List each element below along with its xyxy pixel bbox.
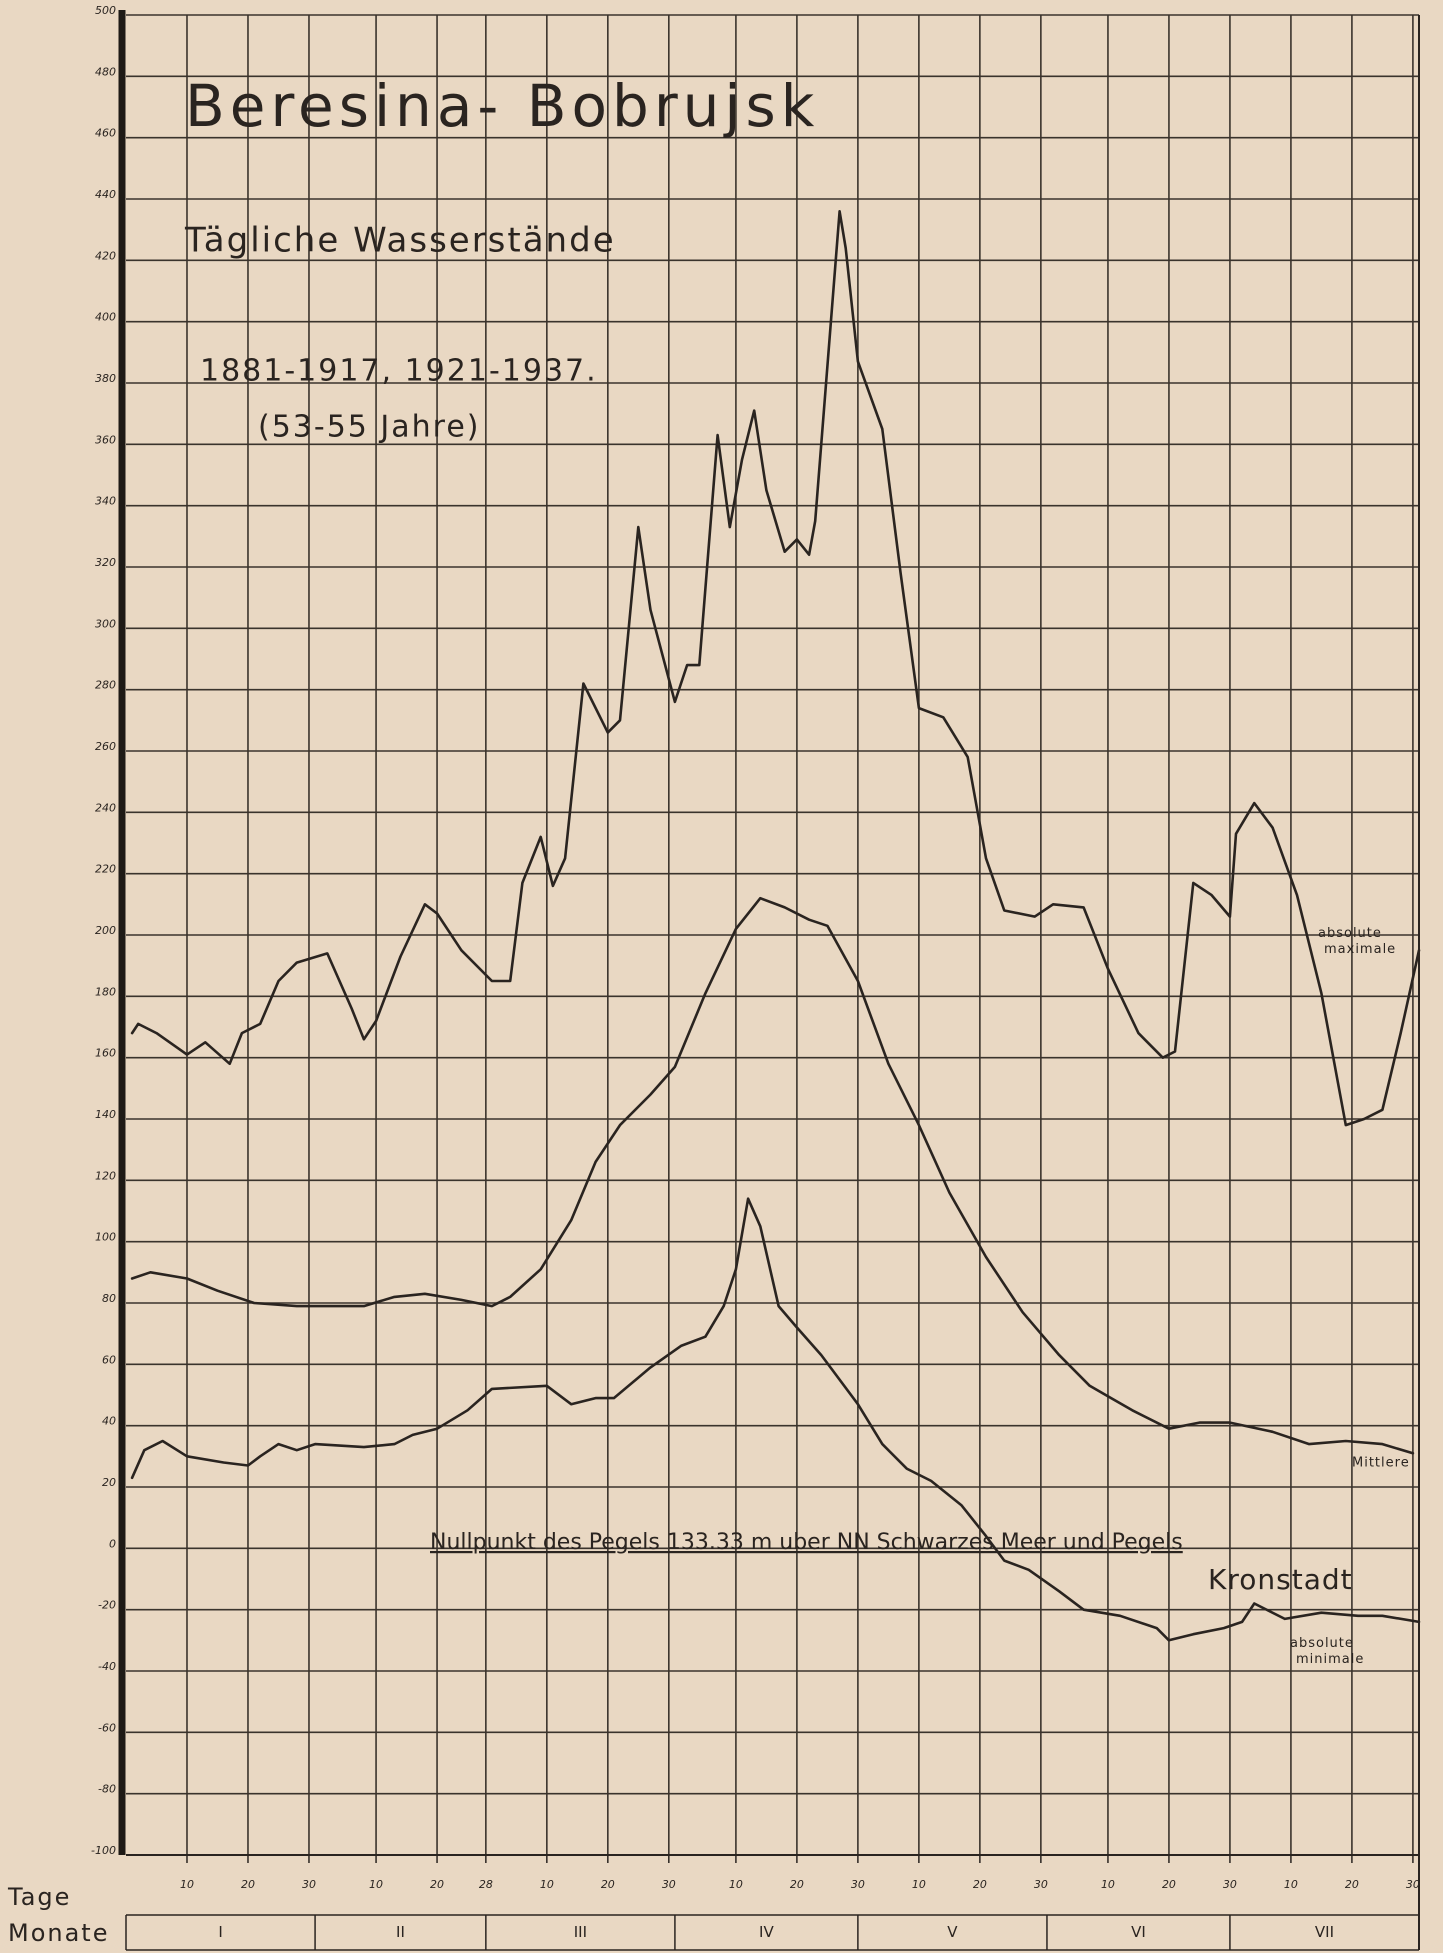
- series-label: Mittlere: [1352, 1456, 1410, 1471]
- y-tick-label: 60: [102, 1353, 116, 1366]
- x-tick-label: 20: [601, 1878, 615, 1891]
- y-tick-label: 460: [95, 127, 116, 140]
- y-tick-label: 140: [95, 1108, 116, 1121]
- x-tick-label: 10: [180, 1878, 194, 1891]
- x-tick-label: 10: [1284, 1878, 1298, 1891]
- y-tick-label: 300: [95, 617, 116, 630]
- month-label: III: [574, 1923, 587, 1941]
- y-tick-label: 0: [109, 1537, 116, 1550]
- x-tick-label: 30: [1034, 1878, 1048, 1891]
- y-tick-label: 280: [95, 679, 116, 692]
- y-tick-label: -20: [98, 1599, 116, 1612]
- x-tick-label: 10: [729, 1878, 743, 1891]
- x-tick-label: 30: [851, 1878, 865, 1891]
- month-label: VII: [1315, 1923, 1334, 1941]
- chart-subtitle: Tägliche Wasserstände: [184, 221, 616, 261]
- y-tick-label: 80: [102, 1292, 116, 1305]
- chart-title: Beresina- Bobrujsk: [185, 72, 819, 140]
- y-tick-label: 320: [95, 556, 116, 569]
- month-axis-label: Monate: [8, 1919, 109, 1947]
- y-tick-label: 500: [95, 4, 116, 17]
- month-label: IV: [759, 1923, 774, 1941]
- month-label: I: [218, 1923, 222, 1941]
- y-tick-label: -100: [91, 1844, 116, 1857]
- period: 1881-1917, 1921-1937.: [200, 354, 598, 389]
- y-tick-label: 440: [95, 188, 116, 201]
- period-note: (53-55 Jahre): [258, 410, 481, 445]
- x-tick-label: 10: [1101, 1878, 1115, 1891]
- annotation-kronstadt: Kronstadt: [1208, 1563, 1353, 1596]
- series-line: [130, 896, 1415, 1455]
- y-tick-label: 260: [95, 740, 116, 753]
- x-tick-label: 30: [1223, 1878, 1237, 1891]
- y-tick-label: 20: [102, 1476, 116, 1489]
- series-label: absolute minimale: [1290, 1636, 1364, 1667]
- x-tick-label: 20: [1345, 1878, 1359, 1891]
- x-tick-label: 20: [790, 1878, 804, 1891]
- x-tick-label: 20: [973, 1878, 987, 1891]
- y-tick-label: 360: [95, 433, 116, 446]
- x-tick-label: 20: [1162, 1878, 1176, 1891]
- month-label: V: [947, 1923, 958, 1941]
- x-tick-label: 10: [912, 1878, 926, 1891]
- y-tick-label: -60: [98, 1721, 116, 1734]
- y-tick-label: 340: [95, 495, 116, 508]
- series-label: absolute maximale: [1318, 926, 1396, 957]
- x-tick-label: 20: [241, 1878, 255, 1891]
- y-tick-label: -80: [98, 1783, 116, 1796]
- series-line: [130, 1197, 1421, 1642]
- y-tick-label: -40: [98, 1660, 116, 1673]
- x-tick-label: 30: [662, 1878, 676, 1891]
- y-tick-label: 100: [95, 1231, 116, 1244]
- x-tick-label: 10: [369, 1878, 383, 1891]
- y-tick-label: 40: [102, 1415, 116, 1428]
- y-tick-label: 200: [95, 924, 116, 937]
- y-tick-label: 420: [95, 249, 116, 262]
- x-axis-label: Tage: [7, 1883, 71, 1911]
- lines: absolute maximale Mittlere absolute minimale: [130, 210, 1421, 1667]
- y-tick-label: 240: [95, 801, 116, 814]
- y-tick-label: 220: [95, 863, 116, 876]
- x-tick-label: 30: [1406, 1878, 1420, 1891]
- y-tick-label: 180: [95, 985, 116, 998]
- y-tick-label: 160: [95, 1047, 116, 1060]
- y-tick-label: 480: [95, 65, 116, 78]
- x-tick-label: 20: [430, 1878, 444, 1891]
- x-tick-label: 28: [479, 1878, 493, 1891]
- y-tick-label: 400: [95, 311, 116, 324]
- month-label: VI: [1131, 1923, 1146, 1941]
- annotation: Nullpunkt des Pegels 133.33 m uber NN Sc…: [430, 1530, 1183, 1555]
- y-tick-label: 380: [95, 372, 116, 385]
- series-line: [130, 210, 1421, 1127]
- y-tick-label: 120: [95, 1169, 116, 1182]
- x-tick-label: 10: [540, 1878, 554, 1891]
- grid: 5004804604404204003803603403203002802602…: [91, 4, 1420, 1951]
- month-label: II: [396, 1923, 405, 1941]
- x-tick-label: 30: [302, 1878, 316, 1891]
